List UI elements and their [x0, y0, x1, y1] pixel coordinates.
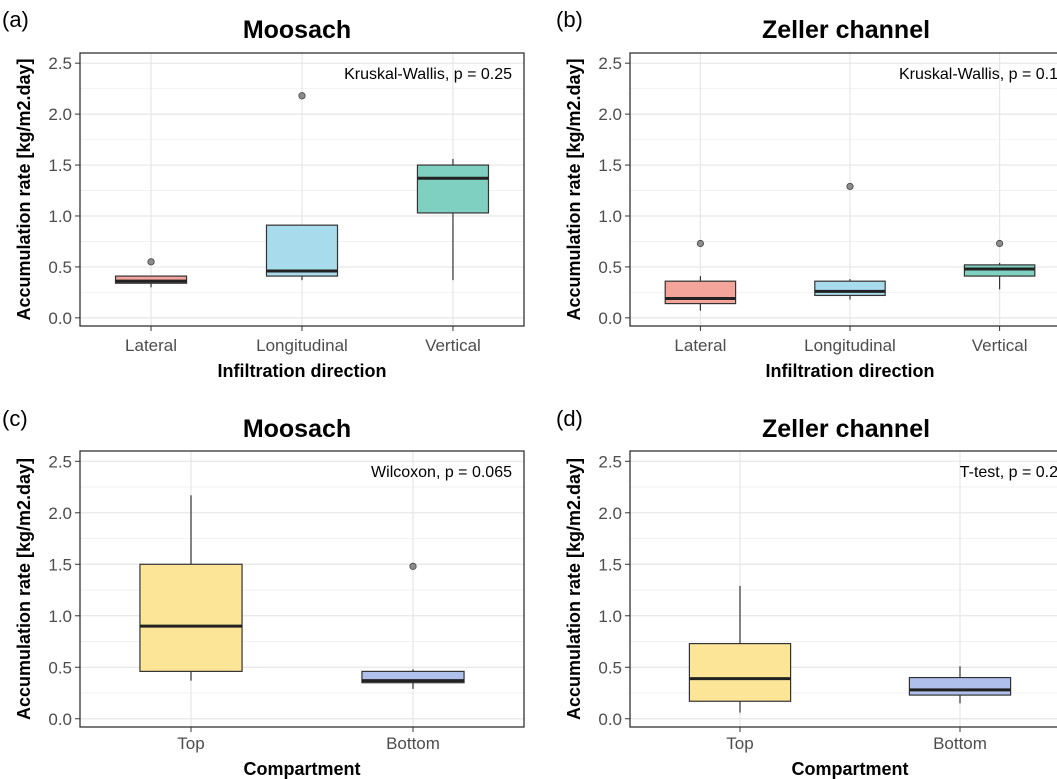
y-tick-label: 1.5 — [598, 555, 622, 574]
y-tick-label: 0.0 — [48, 309, 72, 328]
plot-border — [629, 450, 1057, 728]
box-body — [963, 264, 1036, 277]
x-tick-label: Top — [177, 734, 204, 753]
x-axis-title: Infiltration direction — [766, 361, 935, 381]
y-tick-label: 0.5 — [598, 258, 622, 277]
y-tick-label: 2.5 — [598, 54, 622, 73]
y-tick-label: 1.0 — [48, 607, 72, 626]
box-body — [139, 563, 243, 672]
panel-4: (d) Zeller channel T-test, p = 0.2 0.0 0.5 1.… — [556, 406, 1057, 779]
panel-title: Zeller channel — [762, 415, 930, 443]
x-tick-label: Top — [726, 734, 753, 753]
y-tick-label: 0.5 — [598, 658, 622, 677]
x-tick-label: Vertical — [972, 336, 1028, 355]
y-tick-label: 2.5 — [48, 54, 72, 73]
panel-label: (d) — [556, 406, 583, 431]
panel-title: Zeller channel — [762, 16, 930, 44]
box-body — [908, 676, 1012, 696]
y-tick-label: 1.5 — [48, 156, 72, 175]
plot-area: Kruskal-Wallis, p = 0.25 — [80, 53, 524, 326]
y-tick-label: 0.0 — [598, 309, 622, 328]
y-axis-title: Accumulation rate [kg/m2.day] — [564, 458, 584, 720]
x-tick-label: Longitudinal — [256, 336, 348, 355]
panel-title: Moosach — [243, 415, 351, 443]
x-tick-label: Lateral — [125, 336, 177, 355]
x-axis-title: Infiltration direction — [218, 361, 387, 381]
box-body — [361, 670, 465, 684]
box-top — [139, 495, 243, 681]
y-tick-label: 1.5 — [598, 156, 622, 175]
stat-annotation: Kruskal-Wallis, p = 0.25 — [344, 66, 512, 83]
box-body — [664, 280, 737, 305]
y-tick-label: 0.0 — [48, 710, 72, 729]
outlier-point — [409, 562, 417, 570]
y-tick-label: 2.0 — [48, 105, 72, 124]
box-body — [416, 164, 490, 214]
box-longitudinal — [265, 92, 339, 281]
y-tick-label: 2.0 — [598, 105, 622, 124]
y-tick-label: 2.5 — [598, 452, 622, 471]
box-bottom — [908, 666, 1012, 704]
plot-border — [79, 450, 525, 728]
stat-annotation: T-test, p = 0.2 — [960, 464, 1057, 481]
y-axis-title: Accumulation rate [kg/m2.day] — [14, 58, 34, 320]
y-tick-label: 2.0 — [48, 504, 72, 523]
box-vertical — [416, 158, 490, 281]
x-axis-title: Compartment — [791, 759, 908, 779]
stat-annotation: Kruskal-Wallis, p = 0.1 — [899, 66, 1057, 83]
box-body — [688, 642, 792, 702]
box-lateral — [664, 239, 737, 311]
plot-area: Kruskal-Wallis, p = 0.1 — [630, 53, 1057, 326]
panel-3: (c) Moosach Wilcoxon, p = 0.065 0.0 0.5 1.0 1.… — [2, 406, 525, 779]
box-body — [265, 224, 339, 277]
y-tick-label: 1.0 — [598, 607, 622, 626]
panel-label: (c) — [2, 406, 28, 431]
y-tick-label: 0.5 — [48, 658, 72, 677]
x-tick-label: Longitudinal — [804, 336, 896, 355]
y-tick-label: 0.0 — [598, 710, 622, 729]
box-bottom — [361, 562, 465, 689]
box-body — [114, 275, 188, 284]
y-tick-label: 1.5 — [48, 555, 72, 574]
x-tick-label: Bottom — [933, 734, 987, 753]
y-tick-label: 1.0 — [598, 207, 622, 226]
x-tick-label: Vertical — [425, 336, 481, 355]
box-longitudinal — [814, 182, 886, 300]
outlier-point — [298, 92, 306, 100]
box-lateral — [114, 258, 188, 288]
x-tick-label: Lateral — [674, 336, 726, 355]
box-vertical — [963, 239, 1036, 290]
panel-label: (a) — [2, 7, 29, 32]
x-axis-title: Compartment — [243, 759, 360, 779]
box-top — [688, 585, 792, 713]
y-tick-label: 0.5 — [48, 258, 72, 277]
outlier-point — [995, 239, 1004, 248]
x-tick-label: Bottom — [386, 734, 440, 753]
y-tick-label: 1.0 — [48, 207, 72, 226]
outlier-point — [846, 182, 854, 191]
outlier-point — [147, 258, 155, 266]
plot-area: T-test, p = 0.2 — [630, 451, 1057, 727]
panel-2: (b) Zeller channel Kruskal-Wallis, p = 0.1… — [556, 7, 1057, 381]
y-axis-title: Accumulation rate [kg/m2.day] — [564, 58, 584, 320]
plot-area: Wilcoxon, p = 0.065 — [80, 451, 524, 727]
stat-annotation: Wilcoxon, p = 0.065 — [371, 464, 512, 481]
y-tick-label: 2.5 — [48, 452, 72, 471]
y-axis-title: Accumulation rate [kg/m2.day] — [14, 458, 34, 720]
box-body — [814, 280, 886, 297]
panel-label: (b) — [556, 7, 583, 32]
y-tick-label: 2.0 — [598, 504, 622, 523]
panel-title: Moosach — [243, 16, 351, 44]
panel-1: (a) Moosach Kruskal-Wallis, p = 0.25 0.0 0.5… — [2, 7, 525, 381]
outlier-point — [696, 239, 705, 248]
